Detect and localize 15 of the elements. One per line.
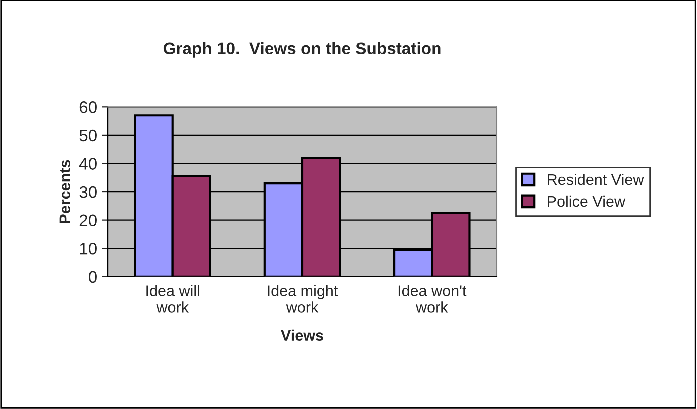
x-tick-label: Idea will work — [146, 285, 200, 313]
y-tick-label: 30 — [80, 186, 97, 198]
y-tick-label: 60 — [80, 102, 97, 114]
y-tick-label: 40 — [79, 158, 97, 170]
x-tick-label: Idea won't work — [398, 285, 467, 313]
x-axis-title: Views — [281, 330, 324, 342]
legend-label: Police View — [548, 196, 626, 208]
x-tick-label: Idea might work — [268, 285, 338, 313]
chart-title: Graph 10. Views on the Substation — [164, 42, 441, 58]
legend-label: Resident View — [548, 174, 644, 186]
y-tick-label: 0 — [89, 271, 97, 284]
y-axis-title: Percents — [60, 160, 71, 224]
y-tick-label: 10 — [80, 243, 97, 255]
y-tick-label: 20 — [80, 214, 97, 227]
y-tick-label: 50 — [80, 130, 97, 142]
